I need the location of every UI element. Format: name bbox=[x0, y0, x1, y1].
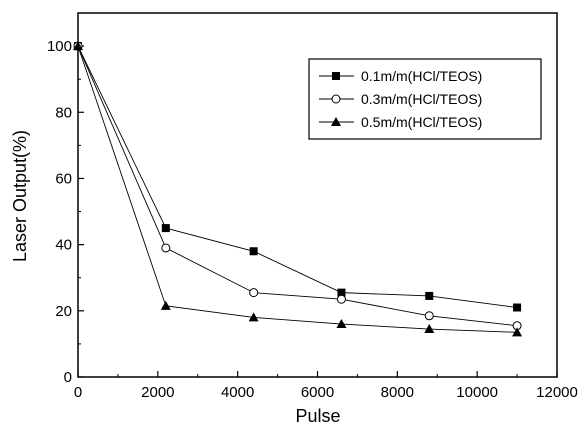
x-tick-label: 10000 bbox=[456, 384, 498, 401]
y-tick-label: 100 bbox=[47, 38, 72, 55]
data-point bbox=[73, 41, 83, 51]
legend-label: 0.5m/m(HCl/TEOS) bbox=[361, 114, 482, 130]
y-tick-label: 60 bbox=[55, 170, 72, 187]
series-line bbox=[77, 45, 518, 333]
data-point bbox=[425, 291, 434, 300]
x-tick-label: 2000 bbox=[141, 384, 174, 401]
y-axis-title: Laser Output(%) bbox=[10, 130, 30, 262]
data-point bbox=[512, 327, 523, 337]
data-point bbox=[249, 247, 258, 256]
legend-label: 0.1m/m(HCl/TEOS) bbox=[361, 68, 482, 84]
data-point bbox=[160, 300, 171, 310]
data-point bbox=[161, 224, 170, 233]
x-tick-label: 8000 bbox=[381, 384, 414, 401]
data-point bbox=[513, 303, 522, 312]
x-tick-label: 4000 bbox=[221, 384, 254, 401]
legend-marker bbox=[332, 72, 340, 80]
data-point bbox=[336, 319, 347, 329]
data-point bbox=[248, 312, 259, 322]
data-point bbox=[161, 243, 171, 253]
data-point bbox=[424, 311, 434, 321]
legend-marker bbox=[331, 94, 341, 104]
legend-item: 0.1m/m(HCl/TEOS) bbox=[319, 68, 482, 84]
axis-ticks: 0 2000 4000 6000 8000 10000 12000 0 20 40 60 80 100 bbox=[47, 38, 578, 401]
y-tick-label: 20 bbox=[55, 303, 72, 320]
x-tick-label: 0 bbox=[74, 384, 82, 401]
x-tick-label: 6000 bbox=[301, 384, 334, 401]
y-tick-label: 40 bbox=[55, 237, 72, 254]
legend: 0.1m/m(HCl/TEOS) 0.3m/m(HCl/TEOS) 0.5m/m(H… bbox=[308, 58, 542, 140]
data-point bbox=[424, 324, 435, 334]
series-3 bbox=[73, 41, 523, 337]
legend-item: 0.5m/m(HCl/TEOS) bbox=[319, 114, 482, 130]
series-layer bbox=[73, 41, 523, 337]
legend-item: 0.3m/m(HCl/TEOS) bbox=[319, 91, 482, 107]
data-point bbox=[249, 288, 259, 298]
data-point bbox=[337, 288, 346, 297]
data-point bbox=[336, 294, 346, 304]
legend-marker bbox=[331, 117, 341, 126]
x-tick-label: 12000 bbox=[536, 384, 578, 401]
legend-label: 0.3m/m(HCl/TEOS) bbox=[361, 91, 482, 107]
series-line bbox=[77, 45, 518, 327]
y-tick-label: 0 bbox=[64, 369, 72, 386]
series-line bbox=[77, 45, 518, 308]
y-tick-label: 80 bbox=[55, 104, 72, 121]
x-axis-title: Pulse bbox=[295, 406, 340, 426]
